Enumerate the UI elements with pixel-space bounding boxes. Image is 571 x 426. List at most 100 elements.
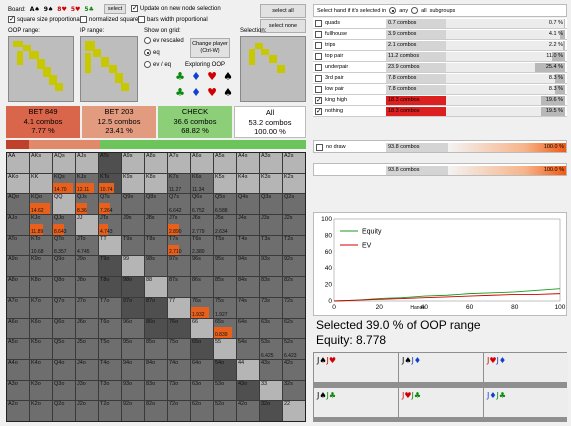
hand-cell-73s[interactable]: 73s xyxy=(260,297,282,318)
show-ev-eq-option[interactable]: ev / eq xyxy=(144,61,171,68)
spade-filter-icon-2[interactable]: ♠ xyxy=(223,86,233,99)
hand-cell-T4s[interactable]: T4s xyxy=(237,235,259,256)
hand-cell-J9o[interactable]: J9o xyxy=(76,256,98,277)
hand-cell-76o[interactable]: 76o xyxy=(168,318,190,339)
subgroup-row-low-pair[interactable]: low pair 7.8 combos 8.3 % xyxy=(313,84,567,95)
hand-cell-KK[interactable]: KK xyxy=(30,173,52,194)
subgroup-checkbox[interactable] xyxy=(315,42,322,49)
hand-cell-76s[interactable]: 76s 1.932 xyxy=(191,297,213,318)
hand-cell-TT[interactable]: TT xyxy=(99,235,121,256)
hand-cell-95s[interactable]: 95s xyxy=(214,256,236,277)
hand-cell-Q3o[interactable]: Q3o xyxy=(53,380,75,401)
hand-cell-J5o[interactable]: J5o xyxy=(76,339,98,359)
hand-cell-54s[interactable]: 54s xyxy=(237,339,259,359)
selection-thumbnail[interactable] xyxy=(240,36,306,102)
hand-cell-A5o[interactable]: A5o xyxy=(7,339,29,359)
ip-range-thumbnail[interactable] xyxy=(80,36,138,102)
hand-cell-K5o[interactable]: K5o xyxy=(30,339,52,359)
hand-cell-K4s[interactable]: K4s xyxy=(237,173,259,194)
hand-cell-K2s[interactable]: K2s xyxy=(283,173,305,194)
hand-cell-K8s[interactable]: K8s xyxy=(145,173,167,194)
subgroup-row-quads[interactable]: quads 0.7 combos 0.7 % xyxy=(313,18,567,29)
hand-cell-93o[interactable]: 93o xyxy=(122,380,144,401)
hand-cell-K8o[interactable]: K8o xyxy=(30,277,52,297)
show-ev-rescaled-option[interactable]: ev rescaled xyxy=(144,37,184,44)
hand-cell-55[interactable]: 55 xyxy=(214,339,236,359)
hand-cell-53o[interactable]: 53o xyxy=(214,380,236,401)
hand-cell-J3s[interactable]: J3s xyxy=(260,215,282,235)
hand-cell-Q4o[interactable]: Q4o xyxy=(53,359,75,380)
hand-cell-42s[interactable]: 42s xyxy=(283,359,305,380)
normalized-option[interactable]: normalized squares xyxy=(80,16,141,23)
hand-cell-64o[interactable]: 64o xyxy=(191,359,213,380)
hand-cell-63s[interactable]: 63s xyxy=(260,318,282,339)
hand-cell-AKo[interactable]: AKo xyxy=(7,173,29,194)
hand-cell-82s[interactable]: 82s xyxy=(283,277,305,297)
hand-cell-A7o[interactable]: A7o xyxy=(7,297,29,318)
hand-cell-72s[interactable]: 72s xyxy=(283,297,305,318)
all-radio[interactable] xyxy=(411,7,419,14)
hand-cell-99[interactable]: 99 xyxy=(122,256,144,277)
hand-cell-Q5s[interactable]: Q5s 6.588 xyxy=(214,194,236,215)
oop-range-thumbnail[interactable] xyxy=(8,36,74,102)
hand-cell-83o[interactable]: 83o xyxy=(145,380,167,401)
hand-cell-94s[interactable]: 94s xyxy=(237,256,259,277)
hand-cell-A4o[interactable]: A4o xyxy=(7,359,29,380)
hand-cell-J2o[interactable]: J2o xyxy=(76,401,98,421)
action-tile-0[interactable]: BET 849 4.1 combos 7.77 % xyxy=(6,106,80,138)
hand-cell-75o[interactable]: 75o xyxy=(168,339,190,359)
hand-cell-A8o[interactable]: A8o xyxy=(7,277,29,297)
hand-cell-A6s[interactable]: A6s xyxy=(191,153,213,173)
ev-rescaled-radio[interactable] xyxy=(144,37,151,44)
hand-cell-J4o[interactable]: J4o xyxy=(76,359,98,380)
subgroup-checkbox[interactable] xyxy=(315,86,322,93)
hand-cell-T8s[interactable]: T8s xyxy=(145,235,167,256)
normalized-checkbox[interactable] xyxy=(80,16,87,23)
hand-cell-A3s[interactable]: A3s xyxy=(260,153,282,173)
draw-row[interactable]: no draw 93.8 combos 100.0 % xyxy=(313,140,567,153)
action-tile-3[interactable]: All 53.2 combos 100.00 % xyxy=(234,106,306,138)
hand-cell-A5s[interactable]: A5s xyxy=(214,153,236,173)
hand-cell-Q9s[interactable]: Q9s xyxy=(122,194,144,215)
subgroup-checkbox[interactable] xyxy=(315,96,322,104)
hand-cell-J3o[interactable]: J3o xyxy=(76,380,98,401)
hand-cell-98s[interactable]: 98s xyxy=(145,256,167,277)
club-filter-icon-2[interactable]: ♣ xyxy=(175,86,185,99)
hand-cell-T5o[interactable]: T5o xyxy=(99,339,121,359)
heart-filter-icon-2[interactable]: ♥ xyxy=(207,86,217,99)
hand-cell-QTs[interactable]: QTs 7.264 xyxy=(99,194,121,215)
hand-cell-A3o[interactable]: A3o xyxy=(7,380,29,401)
diamond-filter-icon-2[interactable]: ♦ xyxy=(191,86,201,99)
hand-cell-K9o[interactable]: K9o xyxy=(30,256,52,277)
hand-cell-J6o[interactable]: J6o xyxy=(76,318,98,339)
action-tile-1[interactable]: BET 203 12.5 combos 23.41 % xyxy=(82,106,156,138)
hand-cell-97s[interactable]: 97s xyxy=(168,256,190,277)
hand-cell-77[interactable]: 77 xyxy=(168,297,190,318)
combo-cell-4[interactable]: J♥J♣ xyxy=(399,388,483,417)
select-all-button[interactable]: select all xyxy=(260,4,306,18)
hand-cell-Q2o[interactable]: Q2o xyxy=(53,401,75,421)
hand-cell-62o[interactable]: 62o xyxy=(191,401,213,421)
hand-cell-T2o[interactable]: T2o xyxy=(99,401,121,421)
hand-cell-87o[interactable]: 87o xyxy=(145,297,167,318)
hand-cell-43o[interactable]: 43o xyxy=(237,380,259,401)
hand-cell-AQs[interactable]: AQs xyxy=(53,153,75,173)
hand-cell-84o[interactable]: 84o xyxy=(145,359,167,380)
hand-cell-63o[interactable]: 63o xyxy=(191,380,213,401)
subgroup-checkbox[interactable] xyxy=(315,53,322,60)
hand-cell-J5s[interactable]: J5s 2.634 xyxy=(214,215,236,235)
subgroup-checkbox[interactable] xyxy=(315,75,322,82)
subgroup-checkbox[interactable] xyxy=(315,20,322,27)
hand-cell-KQs[interactable]: KQs 14.70 xyxy=(53,173,75,194)
combo-cell-1[interactable]: J♠J♦ xyxy=(399,353,483,382)
hand-cell-32s[interactable]: 32s xyxy=(283,380,305,401)
hand-cell-J8s[interactable]: J8s xyxy=(145,215,167,235)
hand-cell-98o[interactable]: 98o xyxy=(122,277,144,297)
hand-cell-QQ[interactable]: QQ xyxy=(53,194,75,215)
hand-cell-Q9o[interactable]: Q9o xyxy=(53,256,75,277)
subgroup-row-underpair[interactable]: underpair 23.9 combos 25.4 % xyxy=(313,62,567,73)
hand-cell-Q6o[interactable]: Q6o xyxy=(53,318,75,339)
hand-cell-T8o[interactable]: T8o xyxy=(99,277,121,297)
hand-cell-T7o[interactable]: T7o xyxy=(99,297,121,318)
